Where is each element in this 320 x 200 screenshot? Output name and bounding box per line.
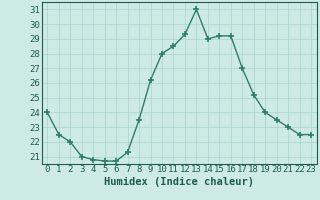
X-axis label: Humidex (Indice chaleur): Humidex (Indice chaleur)	[104, 177, 254, 187]
